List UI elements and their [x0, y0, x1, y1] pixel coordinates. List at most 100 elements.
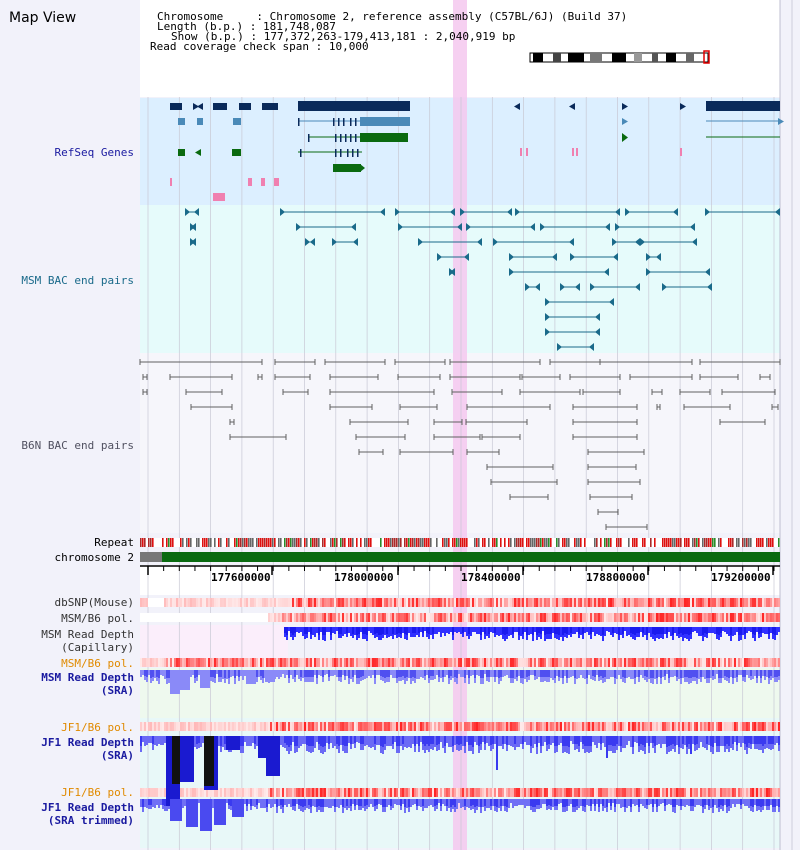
repeat-element: [264, 538, 266, 547]
repeat-element: [574, 538, 576, 547]
pol-cell: [506, 788, 508, 797]
depth-bar-core: [432, 670, 434, 676]
pol-cell: [688, 658, 690, 667]
pol-cell: [750, 658, 752, 667]
jf1-depth-label[interactable]: JF1 Read Depth: [41, 736, 134, 749]
depth-bar-core: [728, 799, 730, 806]
pol-cell: [404, 658, 406, 667]
refseq-track-label[interactable]: RefSeq Genes: [54, 146, 134, 159]
depth-bar-core: [412, 670, 414, 677]
jf1-trim-label[interactable]: JF1 Read Depth: [41, 801, 134, 814]
pol-cell: [324, 598, 326, 607]
pol-cell: [468, 788, 470, 797]
msm-pol-sra-label[interactable]: MSM/B6 pol.: [61, 657, 134, 670]
pol-cell: [154, 788, 156, 797]
pol-cell: [168, 598, 170, 607]
pol-cell: [280, 788, 282, 797]
b6n-bac-track[interactable]: [139, 359, 781, 530]
polymorphism-heat-tracks[interactable]: [140, 598, 780, 797]
depth-bar: [284, 799, 286, 805]
pol-cell: [184, 658, 186, 667]
repeat-element: [248, 538, 250, 547]
repeat-element: [316, 538, 318, 547]
pol-cell: [202, 598, 204, 607]
msm-depth-sra-label[interactable]: MSM Read Depth: [41, 671, 134, 684]
repeat-element: [704, 538, 706, 547]
repeat-element: [324, 538, 326, 547]
pol-cell: [638, 598, 640, 607]
depth-bar: [660, 736, 662, 748]
length-value: 181,748,087: [262, 20, 336, 33]
depth-bar: [584, 627, 586, 633]
depth-bar: [570, 736, 572, 741]
pol-cell: [430, 658, 432, 667]
pol-cell: [766, 658, 768, 667]
repeat-track-label[interactable]: Repeat: [94, 536, 134, 549]
chromosome-bar[interactable]: [140, 552, 780, 562]
msm-depth-cap-label[interactable]: MSM Read Depth: [41, 628, 134, 641]
depth-bar-core: [738, 627, 740, 635]
pol-cell: [228, 598, 230, 607]
depth-bar: [146, 736, 148, 745]
pol-cell: [218, 788, 220, 797]
pol-cell: [228, 788, 230, 797]
depth-bar-core: [506, 799, 508, 807]
pol-cell: [378, 722, 380, 731]
msm-pol-track-label[interactable]: MSM/B6 pol.: [61, 612, 134, 625]
msm-bac-track-label[interactable]: MSM BAC end pairs: [21, 274, 134, 287]
chromosome-track-label[interactable]: chromosome 2: [54, 551, 134, 564]
depth-bar-core: [444, 736, 446, 746]
depth-bar: [604, 736, 606, 747]
pol-cell: [414, 658, 416, 667]
pol-cell: [406, 788, 408, 797]
depth-bar-core: [536, 736, 538, 747]
pol-cell: [670, 613, 672, 622]
msm-bac-track[interactable]: [185, 208, 780, 351]
pol-cell: [580, 722, 582, 731]
depth-bar: [424, 627, 426, 631]
chromosome-ideogram[interactable]: [529, 50, 710, 64]
depth-bar: [560, 799, 562, 803]
pol-cell: [716, 598, 718, 607]
repeat-track[interactable]: [140, 538, 780, 547]
pol-cell: [608, 613, 610, 622]
pol-cell: [262, 788, 264, 797]
pol-cell: [398, 658, 400, 667]
depth-bar: [526, 736, 528, 745]
b6n-bac-track-label[interactable]: B6N BAC end pairs: [21, 439, 134, 452]
pol-cell: [412, 598, 414, 607]
depth-bar-core: [728, 670, 730, 678]
pol-cell: [770, 613, 772, 622]
depth-bar-core: [516, 670, 518, 677]
pol-cell: [316, 658, 318, 667]
read-depth-tracks[interactable]: [140, 627, 780, 831]
pol-cell: [232, 658, 234, 667]
jf1-pol-2-label[interactable]: JF1/B6 pol.: [61, 786, 134, 799]
pol-cell: [558, 722, 560, 731]
refseq-genes-track[interactable]: [170, 101, 784, 201]
pol-cell: [342, 722, 344, 731]
depth-bar: [218, 736, 220, 746]
depth-bar-core: [470, 799, 472, 806]
depth-bar: [696, 799, 698, 805]
pol-cell: [262, 658, 264, 667]
depth-bar-core: [634, 670, 636, 678]
depth-bar: [632, 799, 634, 804]
depth-bar: [534, 736, 536, 744]
dbsnp-track-label[interactable]: dbSNP(Mouse): [54, 596, 134, 609]
depth-bar: [492, 799, 494, 806]
pol-cell: [318, 722, 320, 731]
jf1-pol-label[interactable]: JF1/B6 pol.: [61, 721, 134, 734]
depth-bar-core: [556, 736, 558, 746]
pol-cell: [560, 788, 562, 797]
exon-tick: [340, 134, 342, 142]
depth-bar: [298, 736, 300, 748]
pol-cell: [576, 658, 578, 667]
chromosome-key: Chromosome: [157, 10, 224, 23]
pol-cell: [272, 658, 274, 667]
depth-bar: [558, 799, 560, 804]
depth-bar-core: [674, 799, 676, 807]
pol-cell: [698, 613, 700, 622]
pol-cell: [544, 613, 546, 622]
